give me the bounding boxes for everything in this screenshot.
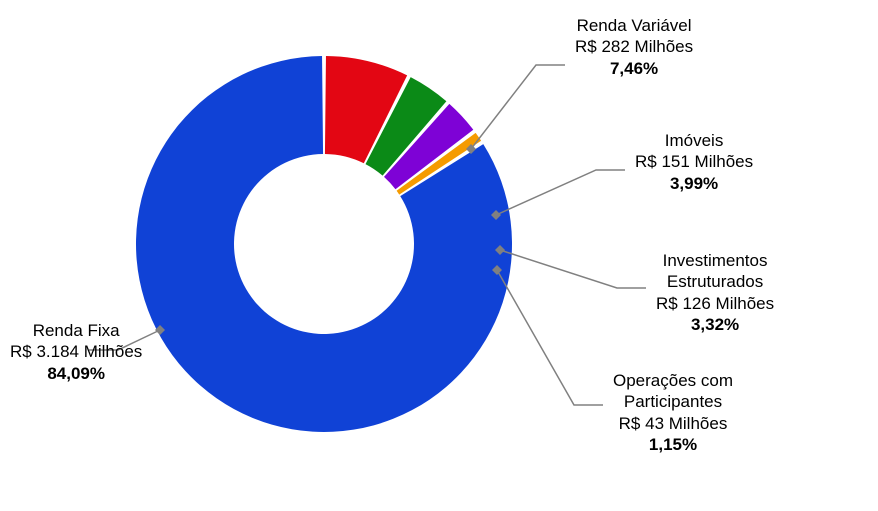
slice-pct: 7,46% bbox=[610, 59, 658, 78]
slice-name: Renda Variável bbox=[577, 16, 692, 35]
slice-name-l2: Participantes bbox=[624, 392, 722, 411]
slice-label-3: Operações com Participantes R$ 43 Milhões 1… bbox=[613, 370, 733, 455]
slice-name-l1: Investimentos bbox=[663, 251, 768, 270]
slice-name: Renda Fixa bbox=[33, 321, 120, 340]
leader-line-1 bbox=[496, 170, 625, 215]
leader-line-0 bbox=[471, 65, 565, 149]
slice-name-l2: Estruturados bbox=[667, 272, 763, 291]
slice-label-1: Imóveis R$ 151 Milhões 3,99% bbox=[635, 130, 753, 194]
slice-value: R$ 126 Milhões bbox=[656, 294, 774, 313]
slice-label-2: Investimentos Estruturados R$ 126 Milhões 3… bbox=[656, 250, 774, 335]
slice-label-0: Renda Variável R$ 282 Milhões 7,46% bbox=[575, 15, 693, 79]
slice-label-4: Renda Fixa R$ 3.184 Milhões 84,09% bbox=[10, 320, 142, 384]
slice-value: R$ 282 Milhões bbox=[575, 37, 693, 56]
donut-chart-container: Renda Variável R$ 282 Milhões 7,46% Imóveis… bbox=[0, 0, 878, 511]
leader-line-3 bbox=[497, 270, 603, 405]
slice-name: Imóveis bbox=[665, 131, 724, 150]
leader-line-2 bbox=[500, 250, 646, 288]
slice-pct: 1,15% bbox=[649, 435, 697, 454]
slice-pct: 84,09% bbox=[47, 364, 105, 383]
slice-value: R$ 43 Milhões bbox=[619, 414, 728, 433]
slice-value: R$ 3.184 Milhões bbox=[10, 342, 142, 361]
slice-pct: 3,99% bbox=[670, 174, 718, 193]
slice-pct: 3,32% bbox=[691, 315, 739, 334]
slice-name-l1: Operações com bbox=[613, 371, 733, 390]
slice-value: R$ 151 Milhões bbox=[635, 152, 753, 171]
